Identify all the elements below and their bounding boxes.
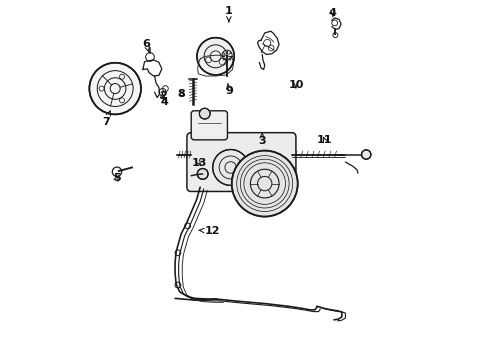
Text: 3: 3 <box>258 133 266 145</box>
Text: 1: 1 <box>225 6 233 22</box>
Text: 12: 12 <box>198 226 220 236</box>
Text: 4: 4 <box>160 97 168 107</box>
Text: 2: 2 <box>159 91 167 101</box>
Circle shape <box>232 150 298 217</box>
Circle shape <box>199 108 210 119</box>
Text: 8: 8 <box>177 89 185 99</box>
FancyBboxPatch shape <box>191 111 227 140</box>
Text: 9: 9 <box>225 83 233 96</box>
Circle shape <box>362 150 371 159</box>
Text: 7: 7 <box>102 111 111 127</box>
Circle shape <box>213 149 248 185</box>
Text: 10: 10 <box>288 80 304 90</box>
Circle shape <box>89 63 141 114</box>
Text: 6: 6 <box>143 40 150 52</box>
Circle shape <box>197 38 234 75</box>
Text: 11: 11 <box>317 135 332 145</box>
Text: 4: 4 <box>329 8 337 18</box>
FancyBboxPatch shape <box>187 133 296 192</box>
Text: 13: 13 <box>192 158 207 168</box>
Text: 5: 5 <box>113 173 121 183</box>
Circle shape <box>197 168 208 179</box>
